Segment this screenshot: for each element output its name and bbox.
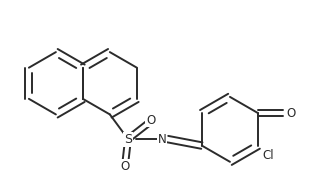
Text: N: N [157, 133, 166, 146]
Text: Cl: Cl [262, 150, 274, 163]
Text: S: S [124, 133, 132, 146]
Text: O: O [146, 114, 156, 127]
Text: O: O [121, 160, 130, 173]
Text: O: O [286, 107, 295, 120]
